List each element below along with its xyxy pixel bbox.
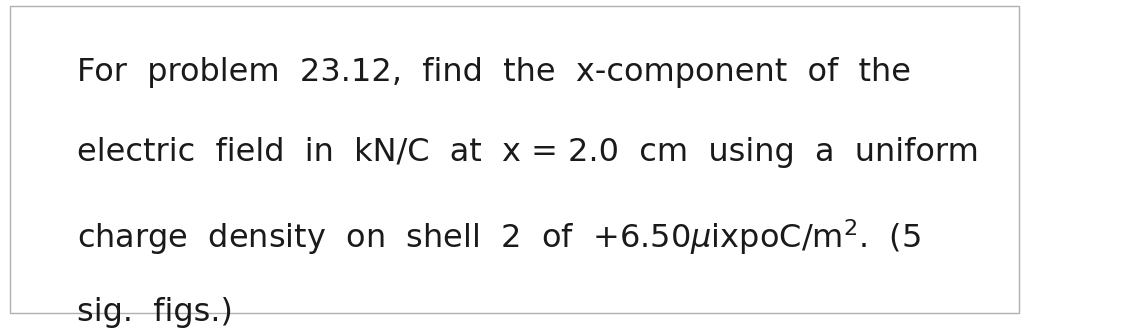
Text: sig.  figs.): sig. figs.) bbox=[78, 296, 233, 328]
Text: electric  field  in  kN/C  at  x = 2.0  cm  using  a  uniform: electric field in kN/C at x = 2.0 cm usi… bbox=[78, 137, 979, 168]
FancyBboxPatch shape bbox=[10, 6, 1019, 312]
Text: charge  density  on  shell  2  of  +6.50$\mu$ixpoC/m$^{2}$.  (5: charge density on shell 2 of +6.50$\mu$i… bbox=[78, 217, 921, 257]
Text: For  problem  23.12,  find  the  x-component  of  the: For problem 23.12, find the x-component … bbox=[78, 57, 911, 88]
